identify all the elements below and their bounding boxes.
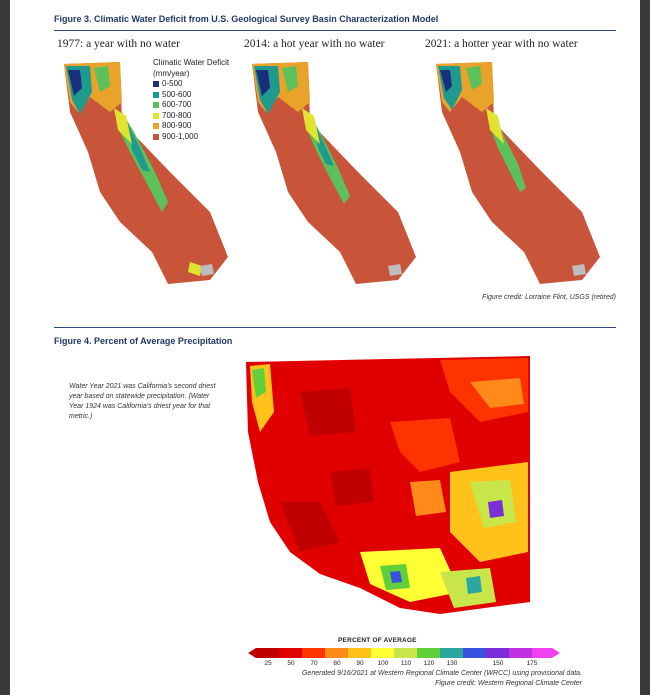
deficit-legend: Climatic Water Deficit (mm/year) 0-500 5… bbox=[153, 58, 229, 142]
scale-tick: 175 bbox=[526, 660, 538, 667]
legend-swatch bbox=[153, 102, 159, 109]
scale-tick: 130 bbox=[446, 660, 458, 667]
scale-tick: 50 bbox=[287, 660, 295, 667]
legend-item-label: 700-800 bbox=[162, 110, 192, 120]
scale-tick: 25 bbox=[264, 660, 272, 667]
scale-tick: 150 bbox=[492, 660, 504, 667]
ca-deficit-map-2021 bbox=[436, 62, 600, 284]
legend-units: (mm/year) bbox=[153, 68, 190, 78]
percent-scale-bar bbox=[248, 648, 560, 658]
legend-item-label: 600-700 bbox=[162, 100, 192, 109]
scale-tick: 100 bbox=[377, 660, 389, 667]
legend-item: 700-800 bbox=[153, 111, 229, 122]
map-label-2014: 2014: a hot year with no water bbox=[244, 38, 385, 50]
scale-tick: 120 bbox=[423, 660, 435, 667]
scale-tick: 70 bbox=[310, 660, 318, 667]
legend-title: Climatic Water Deficit bbox=[153, 58, 230, 67]
legend-swatch bbox=[153, 112, 159, 119]
legend-item: 600-700 bbox=[153, 100, 229, 111]
figure3-credit: Figure credit: Lorraine Flint, USGS (ret… bbox=[482, 294, 616, 301]
scale-tick: 110 bbox=[400, 660, 412, 667]
figure4-credit: Figure credit: Western Regional Climate … bbox=[435, 680, 582, 687]
ca-deficit-map-1977 bbox=[64, 62, 228, 284]
legend-item: 800-900 bbox=[153, 121, 229, 132]
legend-item: 500-600 bbox=[153, 90, 229, 101]
precipitation-map bbox=[240, 352, 530, 634]
legend-item-label: 500-600 bbox=[162, 89, 192, 99]
legend-item-label: 0-500 bbox=[162, 79, 183, 88]
figure3-title: Figure 3. Climatic Water Deficit from U.… bbox=[54, 14, 439, 24]
legend-swatch bbox=[153, 81, 159, 88]
legend-item: 900-1,000 bbox=[153, 132, 229, 143]
percent-scale-title: PERCENT OF AVERAGE bbox=[338, 637, 417, 644]
percent-scale-ticks: 25 50 70 80 90 100 110 120 130 150 175 bbox=[248, 660, 558, 670]
figure4-rule bbox=[54, 327, 616, 328]
figure3-rule bbox=[54, 30, 616, 31]
figure4-title: Figure 4. Percent of Average Precipitati… bbox=[54, 336, 233, 346]
map-label-1977: 1977: a year with no water bbox=[57, 38, 180, 50]
scale-tick: 90 bbox=[356, 660, 364, 667]
legend-item-label: 900-1,000 bbox=[162, 131, 199, 141]
report-page: Figure 3. Climatic Water Deficit from U.… bbox=[10, 0, 640, 695]
legend-swatch bbox=[153, 91, 159, 98]
figure4-generated-note: Generated 9/16/2021 at Western Regional … bbox=[301, 670, 582, 677]
legend-swatch bbox=[153, 133, 159, 140]
legend-swatch bbox=[153, 123, 159, 130]
ca-deficit-map-2014 bbox=[252, 62, 416, 284]
figure4-note: Water Year 2021 was California's second … bbox=[69, 383, 216, 420]
legend-item-label: 800-900 bbox=[162, 121, 192, 130]
map-label-2021: 2021: a hotter year with no water bbox=[425, 38, 578, 50]
legend-item: 0-500 bbox=[153, 79, 229, 90]
scale-tick: 80 bbox=[333, 660, 341, 667]
